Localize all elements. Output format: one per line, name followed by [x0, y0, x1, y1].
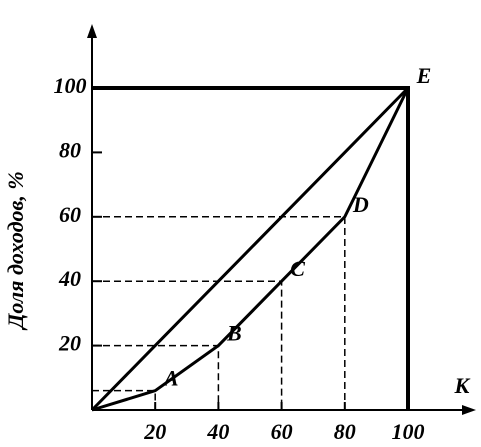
x-arrow [462, 405, 476, 415]
x-tick-label: 40 [206, 419, 229, 444]
point-label: B [226, 321, 242, 346]
guide-line [92, 216, 346, 410]
y-tick-label: 20 [58, 331, 81, 356]
y-axis-label: Доля доходов, % [3, 171, 28, 330]
series-line [91, 87, 410, 412]
point-label: D [352, 192, 369, 217]
point-label: C [290, 256, 305, 281]
y-tick-label: 40 [58, 266, 81, 291]
y-tick-label: 100 [54, 73, 87, 98]
point-label: E [416, 63, 432, 88]
x-tick-label: 100 [392, 419, 425, 444]
x-tick-label: 80 [334, 419, 356, 444]
guide-line [92, 344, 220, 410]
guide-line [92, 280, 283, 410]
x-tick-label: 20 [143, 419, 166, 444]
series-line [90, 86, 410, 412]
x-axis-label: К [454, 373, 471, 398]
y-tick-label: 60 [59, 202, 81, 227]
y-arrow [87, 24, 97, 38]
point-label: A [162, 366, 179, 391]
y-tick-label: 80 [59, 137, 81, 162]
x-tick-label: 60 [271, 419, 293, 444]
